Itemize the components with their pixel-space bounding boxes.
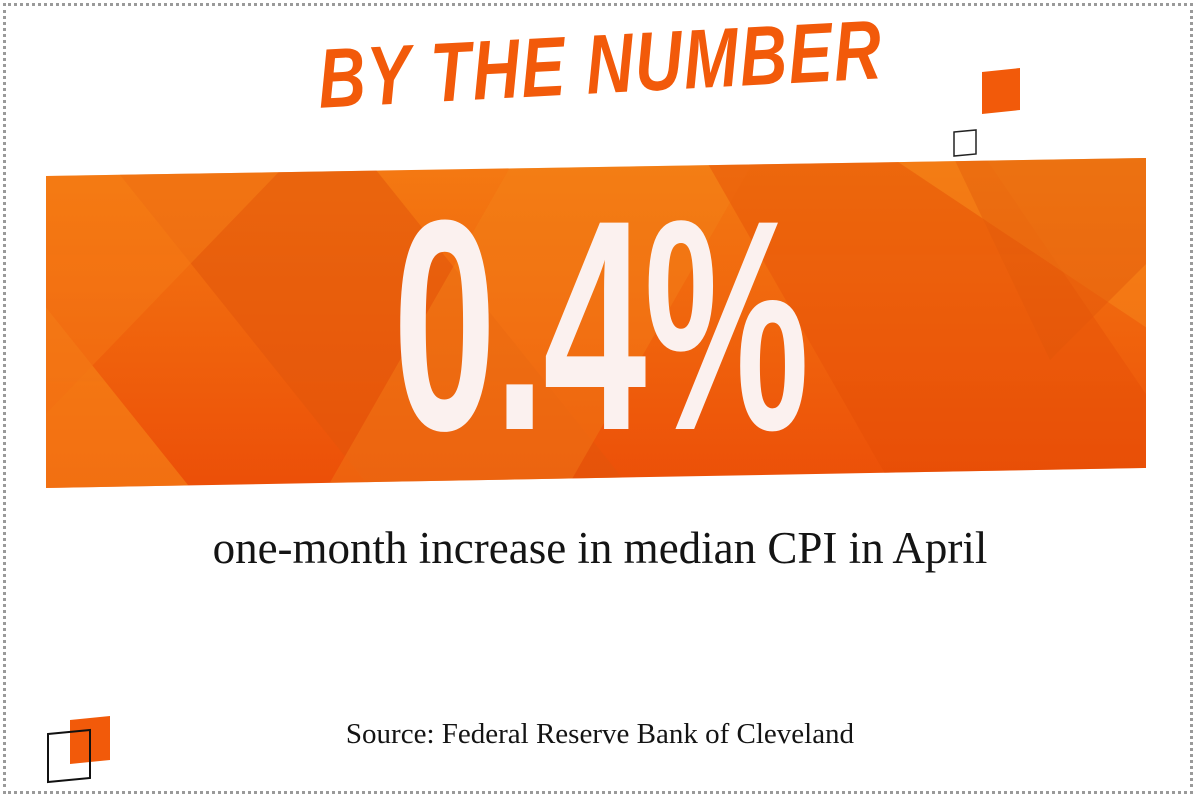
decor-squares-top-icon bbox=[953, 68, 1020, 157]
square-outline-icon bbox=[47, 728, 91, 784]
dotted-border-frame bbox=[3, 3, 1193, 794]
square-filled-icon bbox=[982, 68, 1020, 114]
decor-squares-bottom-icon bbox=[47, 716, 110, 784]
value-text: 0.4% bbox=[392, 157, 810, 493]
headline-value: 0.4% bbox=[0, 160, 1200, 490]
caption: one-month increase in median CPI in Apri… bbox=[212, 523, 988, 573]
source-note: Source: Federal Reserve Bank of Clevelan… bbox=[345, 718, 855, 750]
square-outline-icon bbox=[953, 129, 977, 157]
